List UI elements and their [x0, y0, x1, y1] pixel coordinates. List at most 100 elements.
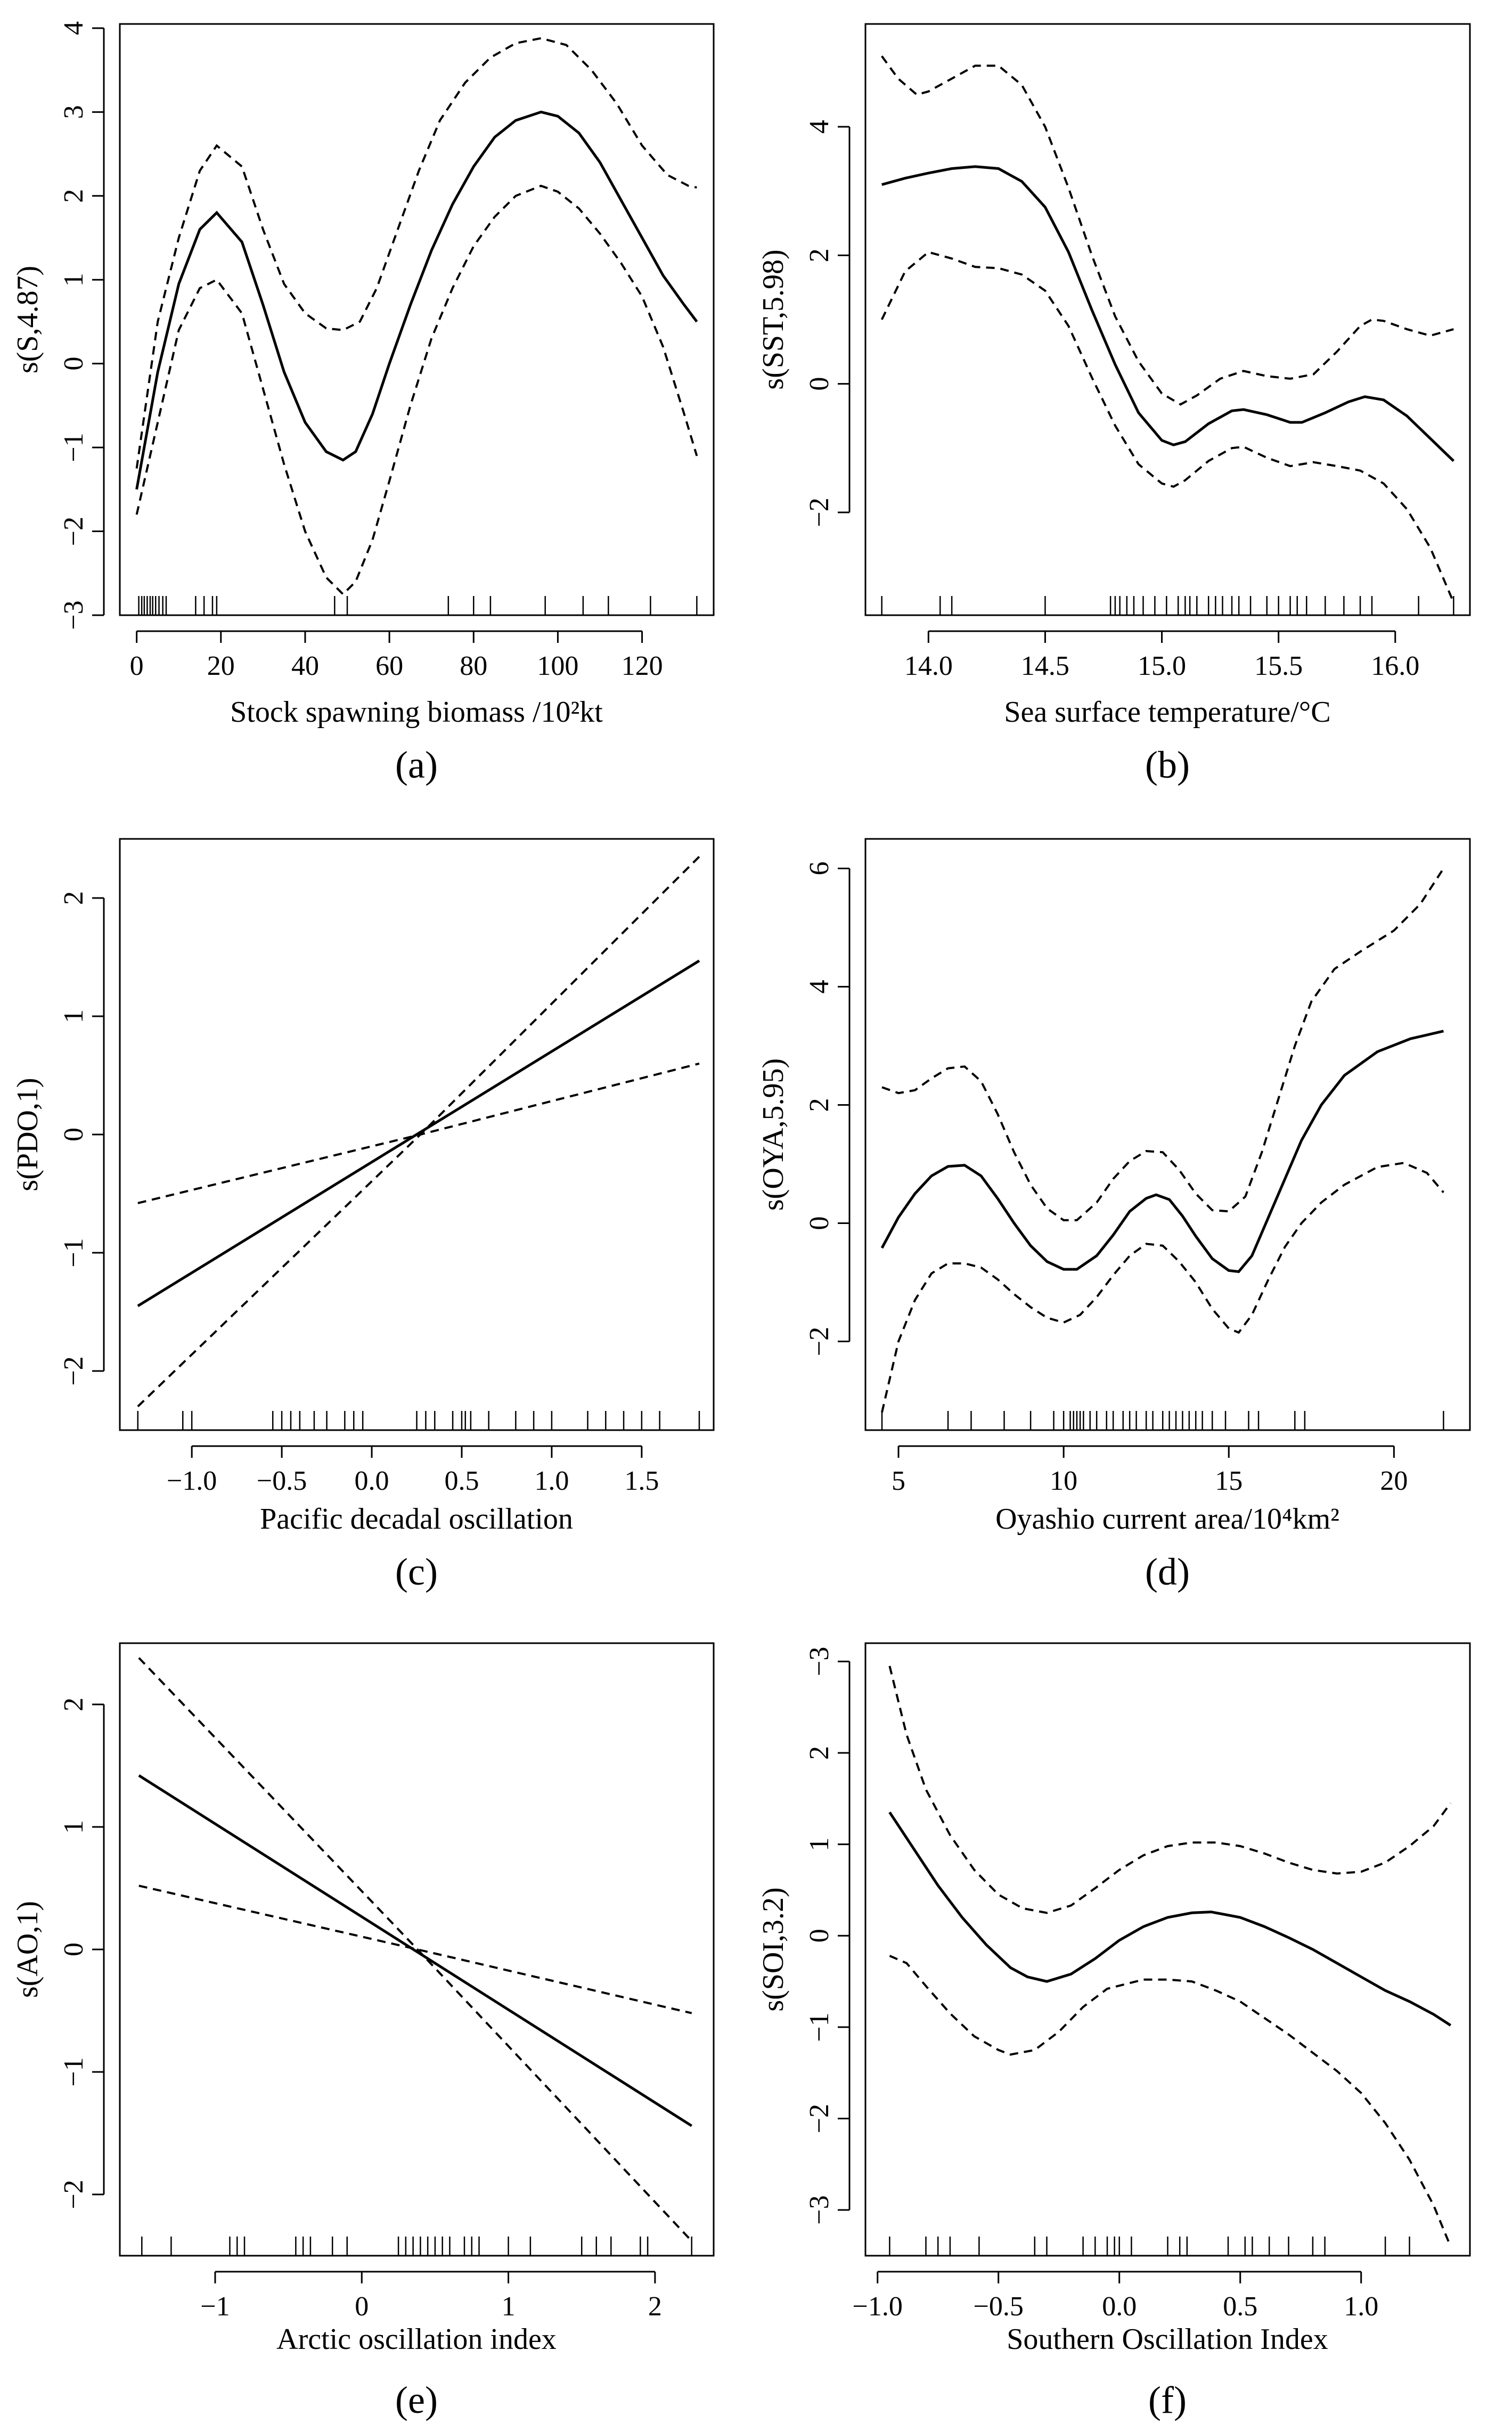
lower-ci-line-f	[889, 1955, 1452, 2247]
y-tick-label-a: 0	[59, 357, 89, 371]
x-tick-label-b: 15.0	[1138, 651, 1186, 681]
y-tick-label-a: −2	[59, 517, 89, 546]
x-tick-label-e: 2	[648, 2291, 662, 2322]
upper-ci-line-f	[888, 1666, 1452, 1914]
x-tick-label-a: 80	[460, 651, 487, 681]
y-tick-label-c: 0	[59, 1128, 89, 1141]
x-tick-label-d: 5	[892, 1466, 905, 1496]
x-tick-label-b: 14.0	[904, 651, 953, 681]
panel-d-letter: (d)	[1145, 1550, 1190, 1593]
y-tick-label-d: 2	[804, 1098, 835, 1112]
panel-b-ylabel: s(SST,5.98)	[757, 249, 790, 389]
x-tick-label-c: −0.5	[257, 1466, 307, 1496]
x-tick-label-c: 0.5	[444, 1466, 479, 1496]
y-tick-label-f: −3	[804, 2196, 835, 2225]
panel-b: s(SST,5.98) Sea surface temperature/°C (…	[757, 23, 1471, 786]
x-tick-label-a: 20	[207, 651, 235, 681]
y-tick-label-c: −2	[59, 1356, 89, 1385]
x-tick-label-f: 1.0	[1344, 2291, 1378, 2322]
y-tick-label-e: 1	[59, 1820, 89, 1834]
panel-e-ylabel: s(AO,1)	[11, 1901, 44, 1998]
x-tick-label-f: 0.5	[1223, 2291, 1257, 2322]
y-tick-label-d: 6	[804, 862, 835, 876]
x-tick-label-f: 0.0	[1102, 2291, 1137, 2322]
x-tick-label-a: 0	[130, 651, 144, 681]
y-tick-label-a: 3	[59, 105, 89, 119]
y-tick-label-f: −3	[804, 1647, 835, 1676]
x-tick-label-d: 20	[1380, 1466, 1408, 1496]
y-tick-label-f: −1	[804, 2012, 835, 2042]
plot-frame-f	[864, 1642, 1471, 2257]
x-tick-label-a: 100	[537, 651, 578, 681]
panel-b-letter: (b)	[1145, 744, 1190, 786]
upper-ci-line-c	[137, 855, 700, 1204]
x-tick-label-b: 14.5	[1021, 651, 1069, 681]
y-tick-label-a: 2	[59, 189, 89, 203]
lower-ci-line-c	[137, 1062, 700, 1408]
x-tick-label-f: −1.0	[853, 2291, 903, 2322]
x-tick-label-a: 60	[375, 651, 403, 681]
panel-b-xlabel: Sea surface temperature/°C	[1004, 696, 1330, 729]
smooth-fit-line-b	[881, 165, 1455, 462]
upper-ci-line-a	[135, 37, 697, 469]
y-tick-label-f: 2	[804, 1746, 835, 1760]
y-tick-label-e: −2	[59, 2180, 89, 2209]
panel-d: s(OYA,5.95) Oyashio current area/10⁴km² …	[757, 838, 1471, 1593]
y-tick-label-c: 2	[59, 891, 89, 905]
y-tick-label-c: 1	[59, 1009, 89, 1023]
y-tick-label-f: 1	[804, 1838, 835, 1851]
x-tick-label-b: 15.5	[1254, 651, 1303, 681]
y-tick-label-d: 4	[804, 980, 835, 994]
panel-a-ylabel: s(S,4.87)	[11, 266, 44, 373]
x-tick-label-c: 1.0	[534, 1466, 569, 1496]
x-tick-label-f: −0.5	[974, 2291, 1024, 2322]
panel-c: s(PDO,1) Pacific decadal oscillation (c)…	[11, 838, 715, 1593]
y-tick-label-e: 2	[59, 1697, 89, 1711]
x-tick-label-c: −1.0	[167, 1466, 217, 1496]
panel-e-xlabel: Arctic oscillation index	[276, 2323, 557, 2356]
x-tick-label-c: 1.5	[624, 1466, 659, 1496]
plot-frame-e	[119, 1642, 715, 2257]
plot-frame-d	[864, 838, 1471, 1431]
plot-frame-a	[119, 23, 715, 616]
upper-ci-line-b	[881, 55, 1454, 406]
panel-e-letter: (e)	[395, 2379, 438, 2421]
y-tick-label-f: 0	[804, 1929, 835, 1943]
smooth-fit-line-a	[135, 110, 698, 490]
x-tick-label-e: 0	[355, 2291, 369, 2322]
y-tick-label-a: 4	[59, 21, 89, 35]
x-tick-label-a: 120	[622, 651, 663, 681]
y-tick-label-d: −2	[804, 1327, 835, 1356]
smooth-fit-line-c	[137, 959, 700, 1308]
smooth-fit-line-e	[138, 1774, 693, 2127]
y-tick-label-d: 0	[804, 1217, 835, 1230]
panel-a-xlabel: Stock spawning biomass /10²kt	[230, 696, 603, 729]
y-tick-label-a: −3	[59, 600, 89, 630]
lower-ci-line-e	[138, 1657, 693, 2242]
panel-c-xlabel: Pacific decadal oscillation	[260, 1503, 573, 1536]
panel-d-ylabel: s(OYA,5.95)	[757, 1058, 790, 1211]
panel-a: s(S,4.87) Stock spawning biomass /10²kt …	[11, 21, 715, 786]
upper-ci-line-d	[881, 868, 1445, 1221]
y-tick-label-e: 0	[59, 1943, 89, 1956]
y-tick-label-b: 0	[804, 377, 835, 391]
x-tick-label-a: 40	[291, 651, 319, 681]
y-tick-label-b: −2	[804, 497, 835, 527]
smooth-fit-line-d	[880, 1030, 1444, 1274]
x-tick-label-e: −1	[200, 2291, 230, 2322]
lower-ci-line-a	[135, 184, 698, 596]
panel-f-ylabel: s(SOI,3.2)	[757, 1887, 790, 2011]
x-tick-label-e: 1	[502, 2291, 516, 2322]
panel-d-xlabel: Oyashio current area/10⁴km²	[995, 1503, 1339, 1536]
panel-c-ylabel: s(PDO,1)	[11, 1078, 44, 1191]
panel-a-letter: (a)	[395, 744, 438, 786]
y-tick-label-a: 1	[59, 273, 89, 287]
y-tick-label-a: −1	[59, 432, 89, 462]
plot-frame-b	[864, 23, 1471, 616]
smooth-fit-line-f	[888, 1811, 1452, 2027]
y-tick-label-b: 4	[804, 120, 835, 134]
y-tick-label-c: −1	[59, 1238, 89, 1267]
x-tick-label-d: 10	[1050, 1466, 1077, 1496]
y-tick-label-e: −1	[59, 2057, 89, 2086]
lower-ci-line-d	[881, 1162, 1444, 1413]
